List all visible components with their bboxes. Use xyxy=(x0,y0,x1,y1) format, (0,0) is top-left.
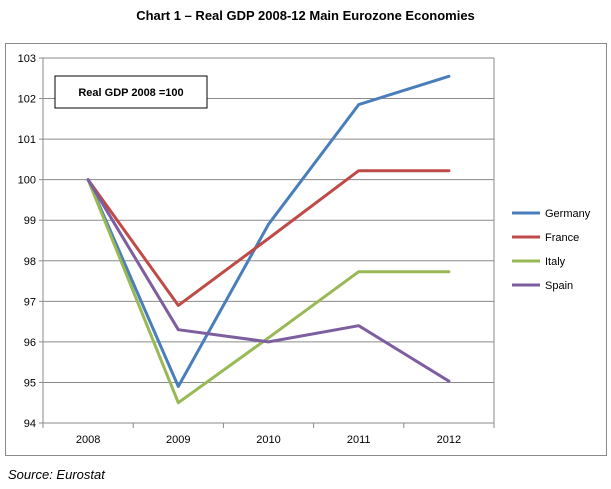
series-line-france xyxy=(86,169,451,307)
annotation-label: Real GDP 2008 =100 xyxy=(78,87,183,99)
y-tick-label-103: 103 xyxy=(18,53,36,65)
chart-title: Chart 1 – Real GDP 2008-12 Main Eurozone… xyxy=(136,8,475,23)
annotation-box-border xyxy=(54,75,208,109)
y-tick-label-97: 97 xyxy=(24,296,36,308)
y-tick-label-96: 96 xyxy=(24,337,36,349)
series-line-italy xyxy=(86,178,451,405)
y-tick-label-100: 100 xyxy=(18,175,36,187)
source-note: Source: Eurostat xyxy=(8,467,105,482)
series-line-spain xyxy=(86,178,451,383)
legend: Germany France Italy Spain xyxy=(512,208,591,292)
legend-label-spain: Spain xyxy=(545,280,573,292)
legend-label-germany: Germany xyxy=(545,208,591,220)
y-tick-label-102: 102 xyxy=(18,94,36,106)
x-tick-label-2010: 2010 xyxy=(256,434,280,446)
chart-frame xyxy=(5,43,607,456)
y-tick-label-94: 94 xyxy=(24,418,36,430)
y-tick-label-99: 99 xyxy=(24,215,36,227)
x-tick-labels: 2008 2009 2010 2011 2012 xyxy=(76,434,461,446)
legend-label-france: France xyxy=(545,232,579,244)
series-line-germany xyxy=(86,74,451,388)
x-tick-label-2012: 2012 xyxy=(437,434,461,446)
y-tick-label-101: 101 xyxy=(18,134,36,146)
x-tick-label-2009: 2009 xyxy=(166,434,190,446)
series-lines xyxy=(86,74,451,405)
gridlines xyxy=(39,57,495,428)
y-tick-label-98: 98 xyxy=(24,256,36,268)
y-tick-label-95: 95 xyxy=(24,377,36,389)
y-tick-labels: 94 95 96 97 98 99 100 101 102 103 xyxy=(18,53,36,430)
x-tick-label-2011: 2011 xyxy=(347,434,371,446)
x-tick-label-2008: 2008 xyxy=(76,434,100,446)
legend-label-italy: Italy xyxy=(545,256,566,268)
annotation-box: Real GDP 2008 =100 xyxy=(54,75,208,109)
